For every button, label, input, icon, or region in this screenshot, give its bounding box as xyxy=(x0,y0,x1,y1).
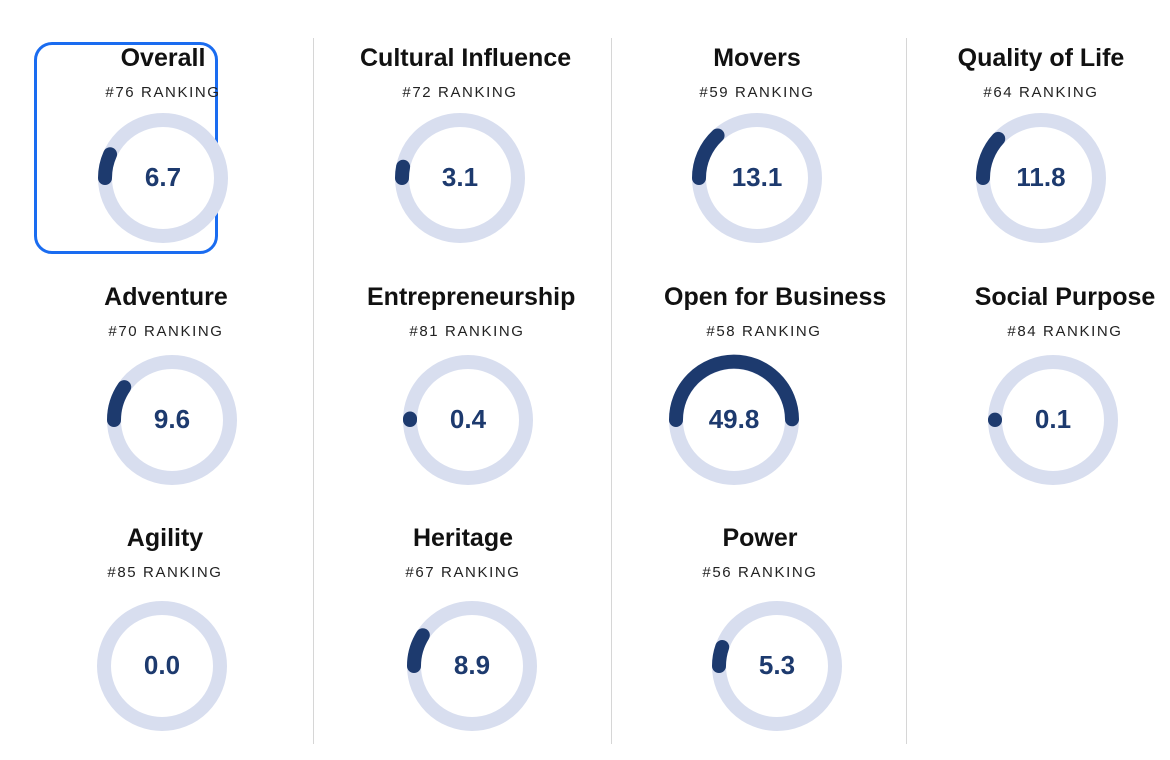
score-gauge: 49.8 xyxy=(668,354,800,486)
card-title: Movers xyxy=(657,44,857,73)
score-gauge: 3.1 xyxy=(394,112,526,244)
card-title: Heritage xyxy=(363,524,563,553)
card-ranking: #56 RANKING xyxy=(660,564,860,581)
card-title: Open for Business xyxy=(664,283,864,312)
score-gauge: 0.0 xyxy=(96,600,228,732)
column-divider xyxy=(611,38,612,744)
score-gauge: 9.6 xyxy=(106,354,238,486)
card-ranking: #85 RANKING xyxy=(65,564,265,581)
card-title: Agility xyxy=(65,524,265,553)
card-overall[interactable]: Overall #76 RANKING 6.7 xyxy=(63,40,263,260)
card-ranking: #67 RANKING xyxy=(363,564,563,581)
card-ranking: #70 RANKING xyxy=(66,323,266,340)
score-value: 0.4 xyxy=(402,404,534,435)
score-value: 11.8 xyxy=(975,162,1107,193)
card-cultural-influence[interactable]: Cultural Influence #72 RANKING 3.1 xyxy=(360,40,560,260)
score-gauge: 6.7 xyxy=(97,112,229,244)
score-value: 0.1 xyxy=(987,404,1119,435)
card-movers[interactable]: Movers #59 RANKING 13.1 xyxy=(657,40,857,260)
column-divider xyxy=(313,38,314,744)
score-value: 0.0 xyxy=(96,650,228,681)
card-ranking: #84 RANKING xyxy=(965,323,1165,340)
score-gauge: 11.8 xyxy=(975,112,1107,244)
card-agility[interactable]: Agility #85 RANKING 0.0 xyxy=(65,520,265,740)
card-ranking: #59 RANKING xyxy=(657,84,857,101)
card-entrepreneurship[interactable]: Entrepreneurship #81 RANKING 0.4 xyxy=(367,279,567,499)
card-title: Power xyxy=(660,524,860,553)
card-title: Social Purpose xyxy=(965,283,1165,312)
card-ranking: #64 RANKING xyxy=(941,84,1141,101)
score-value: 5.3 xyxy=(711,650,843,681)
card-ranking: #58 RANKING xyxy=(664,323,864,340)
card-title: Overall xyxy=(63,44,263,73)
card-title: Cultural Influence xyxy=(360,44,560,73)
card-open-for-business[interactable]: Open for Business #58 RANKING 49.8 xyxy=(664,279,864,499)
card-title: Entrepreneurship xyxy=(367,283,567,312)
card-ranking: #81 RANKING xyxy=(367,323,567,340)
card-title: Adventure xyxy=(66,283,266,312)
card-title: Quality of Life xyxy=(941,44,1141,73)
score-gauge: 5.3 xyxy=(711,600,843,732)
card-quality-of-life[interactable]: Quality of Life #64 RANKING 11.8 xyxy=(941,40,1141,260)
score-gauge: 0.4 xyxy=(402,354,534,486)
score-value: 9.6 xyxy=(106,404,238,435)
score-value: 49.8 xyxy=(668,404,800,435)
card-ranking: #72 RANKING xyxy=(360,84,560,101)
score-gauge: 0.1 xyxy=(987,354,1119,486)
column-divider xyxy=(906,38,907,744)
score-gauge: 13.1 xyxy=(691,112,823,244)
card-adventure[interactable]: Adventure #70 RANKING 9.6 xyxy=(66,279,266,499)
score-value: 3.1 xyxy=(394,162,526,193)
card-power[interactable]: Power #56 RANKING 5.3 xyxy=(660,520,860,740)
card-social-purpose[interactable]: Social Purpose #84 RANKING 0.1 xyxy=(965,279,1165,499)
score-value: 13.1 xyxy=(691,162,823,193)
score-value: 8.9 xyxy=(406,650,538,681)
score-value: 6.7 xyxy=(97,162,229,193)
card-heritage[interactable]: Heritage #67 RANKING 8.9 xyxy=(363,520,563,740)
card-ranking: #76 RANKING xyxy=(63,84,263,101)
score-gauge: 8.9 xyxy=(406,600,538,732)
